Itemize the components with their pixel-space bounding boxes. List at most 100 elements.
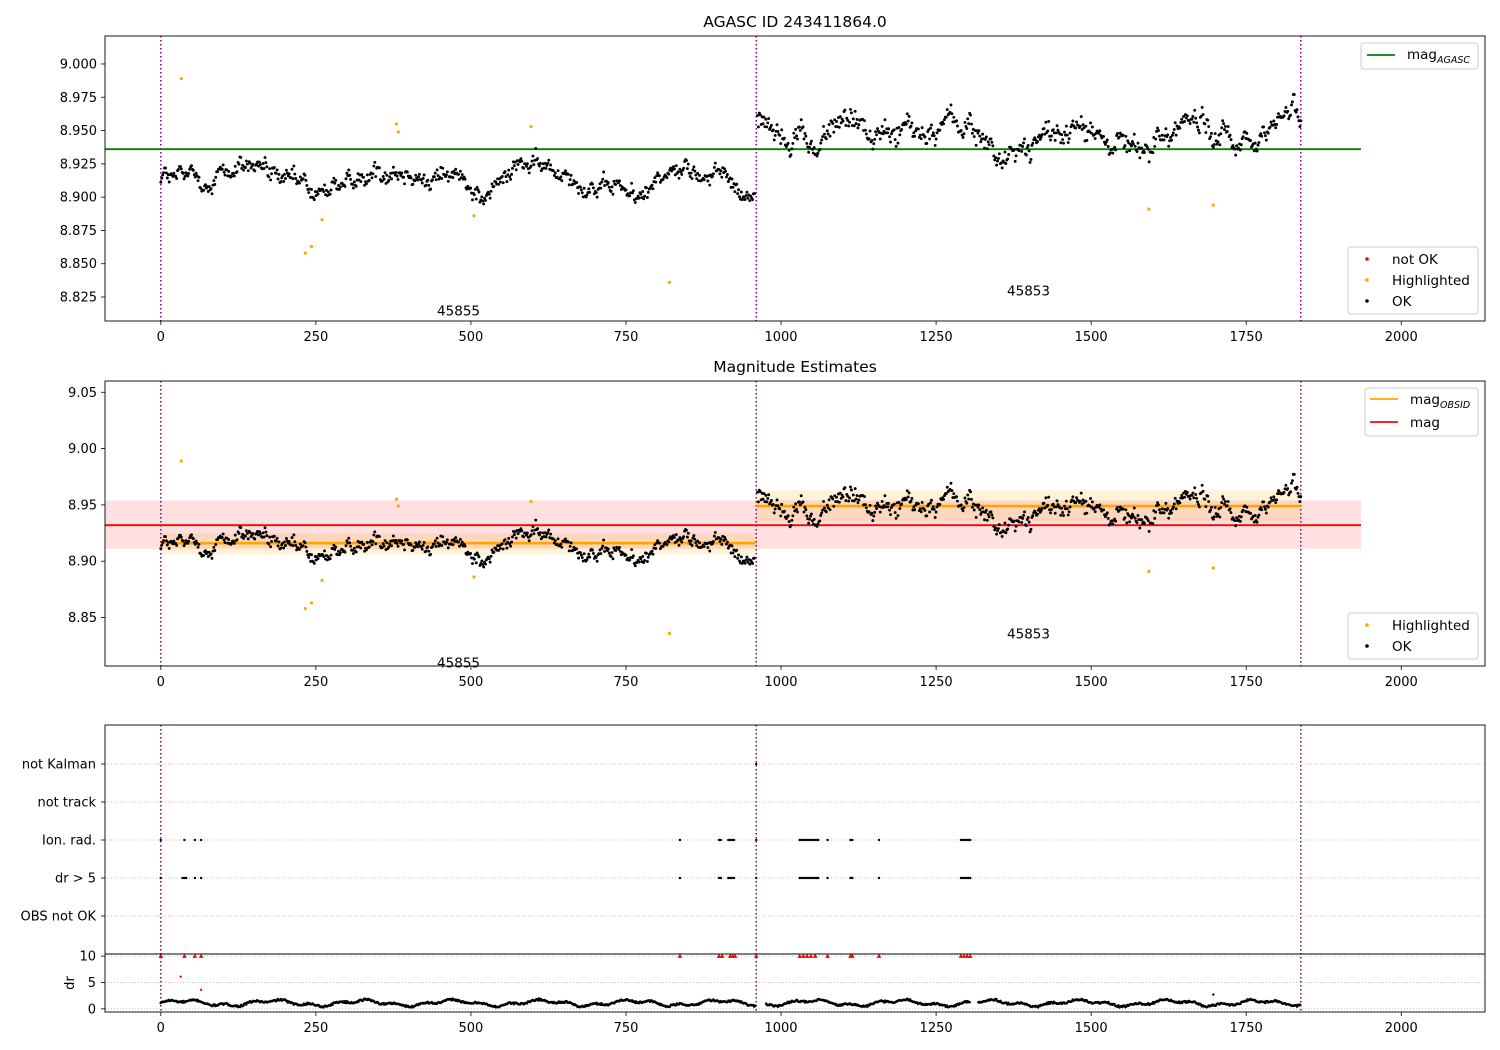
p1-ok-point xyxy=(560,179,564,183)
p2-ok-point xyxy=(1023,510,1026,514)
p2-ok-point xyxy=(849,485,852,489)
p1-ok-point xyxy=(739,190,743,194)
p1-ok-point xyxy=(1296,115,1300,119)
p2-ok-point xyxy=(591,548,594,552)
p2-ok-point xyxy=(614,549,618,552)
p1-ok-point xyxy=(894,144,898,148)
p1-ok-point xyxy=(945,108,949,112)
p2-ok-point xyxy=(724,537,727,541)
p2-ok-point xyxy=(233,533,237,537)
p1-ok-point xyxy=(1157,134,1161,138)
p2-ok-point xyxy=(1133,516,1137,520)
p3-flag-point xyxy=(732,838,736,842)
p1-ok-point xyxy=(1222,122,1226,126)
p2-ok-point xyxy=(874,504,878,508)
p1-ok-point xyxy=(1093,137,1097,140)
p2-ok-point xyxy=(251,532,255,535)
p2-ok-point xyxy=(1206,494,1210,498)
p1-ok-point xyxy=(601,177,605,181)
p1-ok-point xyxy=(372,164,376,168)
p1-ok-point xyxy=(678,167,682,171)
p1-ok-point xyxy=(928,137,932,141)
p2-ok-point xyxy=(863,503,867,507)
p1-ok-point xyxy=(1178,126,1182,130)
p1-ok-point xyxy=(1103,142,1107,146)
p2-ok-point xyxy=(388,542,392,546)
p1-ok-point xyxy=(756,114,759,117)
p1-ok-point xyxy=(216,170,220,174)
p2-ok-point xyxy=(826,506,830,510)
p1-ok-point xyxy=(794,127,798,131)
p2-ok-point xyxy=(986,512,990,516)
p2-ok-point xyxy=(418,540,421,544)
p1-ok-point xyxy=(530,159,534,163)
p1-ok-point xyxy=(183,174,187,178)
p1-ytick-label: 8.875 xyxy=(60,224,97,239)
p1-ok-point xyxy=(474,197,478,201)
p1-ok-point xyxy=(222,170,226,174)
p2-ok-point xyxy=(469,552,473,555)
p1-ok-point xyxy=(181,171,185,175)
p1-ok-point xyxy=(421,176,425,180)
p2-ok-point xyxy=(484,562,487,566)
p2-ok-point xyxy=(310,553,313,557)
p3-flag-point xyxy=(199,876,203,880)
p1-ok-point xyxy=(506,173,510,177)
p2-ok-point xyxy=(429,552,433,556)
p1-ok-point xyxy=(552,174,556,177)
p2-ok-point xyxy=(1046,503,1050,507)
p3-dr-tick-label: 0 xyxy=(88,1002,96,1017)
p1-ok-point xyxy=(1056,128,1060,132)
p2-ok-point xyxy=(658,541,661,545)
p1-legend-agasc xyxy=(1360,42,1479,70)
p2-ok-point xyxy=(1220,501,1224,505)
p2-ok-point xyxy=(352,546,356,550)
p2-ok-point xyxy=(1223,499,1227,503)
p1-ok-point xyxy=(771,128,775,132)
p1-ok-point xyxy=(1219,132,1223,136)
p1-ok-point xyxy=(1193,108,1197,112)
p1-ok-point xyxy=(762,115,766,119)
p3-flag-point xyxy=(183,876,186,880)
p1-ok-point xyxy=(316,192,320,196)
p2-ok-point xyxy=(460,540,464,544)
p2-ok-point xyxy=(718,539,722,543)
p2-ok-point xyxy=(343,550,347,554)
p3-flag-point xyxy=(963,876,966,880)
p2-ok-point xyxy=(1167,516,1171,520)
p2-ok-point xyxy=(239,526,243,530)
p2-ok-point xyxy=(559,542,563,546)
p1-ok-point xyxy=(444,173,448,177)
p1-ok-point xyxy=(413,179,417,183)
p2-ok-point xyxy=(801,500,805,504)
p1-ok-point xyxy=(643,194,647,198)
p1-ok-point xyxy=(559,175,563,179)
p1-ok-point xyxy=(979,140,983,144)
p2-xtick-label: 750 xyxy=(614,675,639,690)
p2-ok-point xyxy=(294,544,298,547)
p1-ok-point xyxy=(875,133,879,137)
p2-ok-point xyxy=(409,543,413,547)
p1-ok-point xyxy=(776,130,780,133)
p2-ok-point xyxy=(825,503,829,507)
p2-ok-point xyxy=(923,508,927,512)
p1-ok-point xyxy=(1206,118,1210,122)
p1-ok-point xyxy=(779,142,783,145)
p1-ok-point xyxy=(746,196,750,200)
p1-ok-point xyxy=(1053,138,1057,142)
p3-flag-point xyxy=(965,838,968,842)
p1-ok-point xyxy=(949,103,953,107)
p1-ok-point xyxy=(187,171,191,175)
p1-ok-point xyxy=(1207,125,1211,129)
p3-xtick-label: 250 xyxy=(303,1021,328,1036)
p2-highlighted-point xyxy=(667,631,672,635)
p1-ok-point xyxy=(446,179,450,183)
p1-ok-point xyxy=(348,173,352,177)
p1-ok-point xyxy=(454,167,458,171)
p2-ok-point xyxy=(190,533,193,537)
p1-ok-point xyxy=(665,176,669,180)
p2-ok-point xyxy=(778,507,782,511)
p1-ok-point xyxy=(711,172,715,176)
p1-ok-point xyxy=(1133,144,1137,148)
p1-ok-point xyxy=(452,169,456,173)
